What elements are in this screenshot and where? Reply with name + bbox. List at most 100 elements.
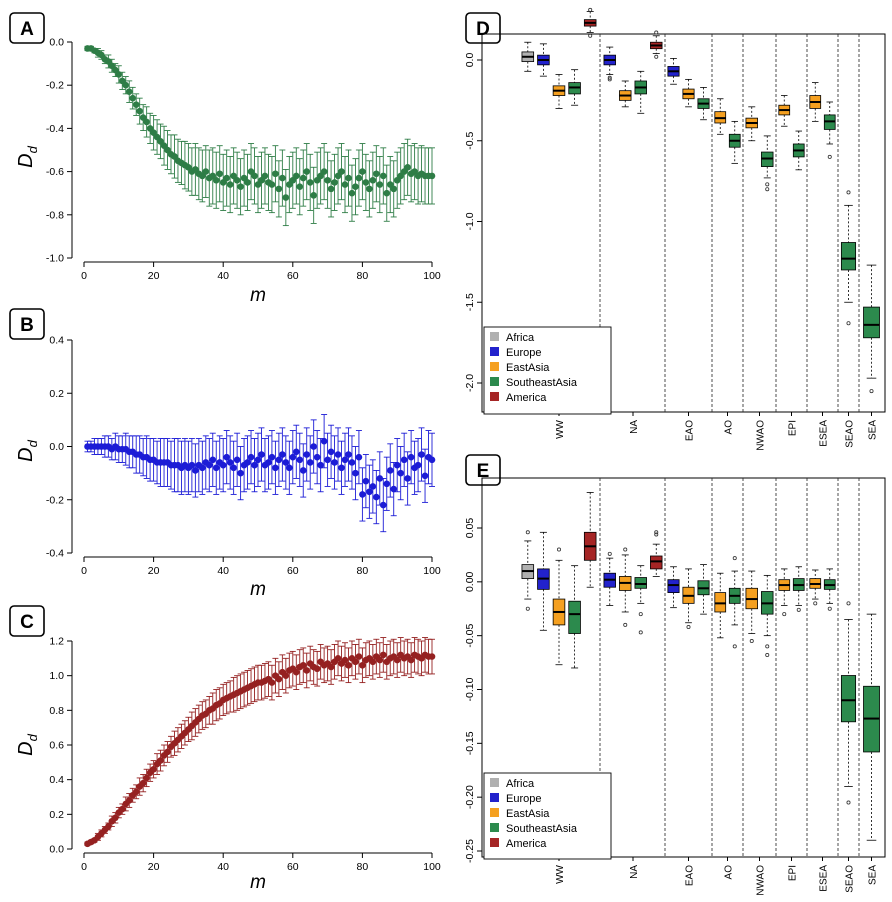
group-label: WW (555, 864, 566, 883)
x-tick-label: 100 (423, 565, 441, 577)
outlier-point (607, 75, 612, 80)
outlier-point (607, 77, 612, 82)
data-point (355, 453, 363, 461)
data-point (244, 459, 251, 466)
y-tick-label: 0.0 (49, 844, 64, 856)
data-point (320, 437, 328, 445)
group-label: EPI (788, 865, 799, 881)
data-point (345, 451, 352, 458)
outlier-point (765, 182, 770, 187)
panel-e: E 0.05 0.00 -0.05 -0.10 -0.15 -0.20 -0.25 WW NA E… (464, 454, 886, 896)
data-point (233, 456, 241, 464)
legend-label: America (506, 838, 547, 850)
data-point (132, 101, 140, 108)
legend-label: America (506, 392, 547, 404)
legend-swatch-green (490, 823, 499, 832)
y-tick-label: -0.10 (464, 677, 476, 701)
outlier-point (654, 30, 659, 35)
data-point (345, 661, 352, 669)
data-point (164, 748, 171, 756)
outlier-point (607, 551, 612, 556)
x-tick-label: 80 (357, 861, 369, 873)
data-point (331, 179, 338, 186)
x-tick-label: 80 (357, 565, 369, 577)
outlier-point (525, 606, 530, 611)
data-point (331, 459, 338, 466)
panel-d-label: D (476, 19, 490, 40)
data-point (428, 653, 436, 660)
data-point (352, 658, 359, 666)
plot-d: 0.0 -0.5 -1.0 -1.5 -2.0 WW NA EAO AO NWAO EPI ESEA S… (464, 7, 886, 451)
data-point (338, 168, 345, 175)
data-point (205, 461, 213, 469)
data-point (306, 459, 314, 466)
panel-b: B -0.4 -0.2 0.0 0.2 0.4 0 20 40 60 80 100 m Dd (9, 308, 441, 600)
data-point (383, 480, 391, 488)
x-tick-label: 100 (423, 861, 441, 873)
group-label: NWAO (756, 420, 767, 451)
legend-label: EastAsia (506, 808, 550, 820)
outlier-point (623, 547, 628, 552)
y-tick-label: 0.6 (49, 740, 64, 752)
data-point (254, 456, 262, 464)
data-point (230, 464, 237, 472)
data-point (362, 179, 370, 186)
panel-b-xlabel: m (250, 579, 266, 600)
data-point (355, 653, 363, 660)
data-point (407, 453, 415, 461)
panel-a: A -1.0-0.8-0.6-0.4-0.20.00 20 40 60 80 100 m … (9, 12, 441, 306)
data-point (341, 181, 349, 188)
y-tick-label: 0.0 (49, 37, 64, 49)
panel-d-label-box (465, 12, 501, 44)
data-point (324, 176, 331, 184)
data-point (251, 172, 258, 180)
data-point (306, 179, 314, 186)
data-point (303, 451, 311, 458)
y-tick-label: -0.5 (464, 132, 476, 150)
data-point (209, 456, 217, 464)
y-tick-label: -0.05 (464, 624, 476, 648)
data-point (359, 491, 366, 498)
data-point (362, 477, 370, 485)
data-point (390, 185, 398, 193)
y-tick-label: -0.2 (46, 80, 64, 92)
group-label: ESEA (819, 865, 830, 892)
panel-a-ylabel: Dd (15, 145, 40, 167)
x-tick-label: 100 (423, 270, 441, 282)
data-point (105, 823, 112, 830)
outlier-point (654, 54, 659, 59)
data-point (216, 170, 224, 178)
box-green (634, 577, 647, 589)
legend-box (483, 326, 612, 415)
outlier-point (588, 7, 593, 12)
data-point (324, 456, 331, 464)
data-point (407, 656, 415, 664)
data-point (348, 189, 356, 197)
data-point (202, 168, 210, 175)
panel-c-label-box (9, 605, 45, 637)
x-tick-label: 40 (217, 861, 229, 873)
data-point (376, 656, 384, 664)
panel-c-xlabel: m (250, 872, 266, 893)
data-point (393, 461, 401, 469)
y-tick-label: 0.05 (464, 518, 476, 539)
data-point (251, 461, 258, 469)
data-point (268, 181, 276, 188)
y-tick-label: 0.2 (49, 388, 64, 400)
legend-label: SoutheastAsia (506, 823, 578, 835)
data-point (275, 456, 283, 464)
outlier-point (846, 190, 851, 195)
y-tick-label: -1.0 (46, 253, 64, 265)
data-point (136, 107, 143, 115)
panel-c-label: C (20, 612, 34, 633)
plot-a: -1.0 -0.8 -0.6 -0.4 -0.2 0.0 0 20 40 60 80 100 (46, 37, 441, 283)
box-green (840, 675, 857, 723)
outlier-point (654, 530, 659, 535)
data-point (282, 672, 290, 679)
legend-label: EastAsia (506, 362, 550, 374)
box-blue (667, 579, 680, 593)
data-point (143, 774, 150, 782)
data-point (122, 81, 130, 89)
data-point (390, 485, 398, 493)
outlier-point (525, 530, 530, 535)
